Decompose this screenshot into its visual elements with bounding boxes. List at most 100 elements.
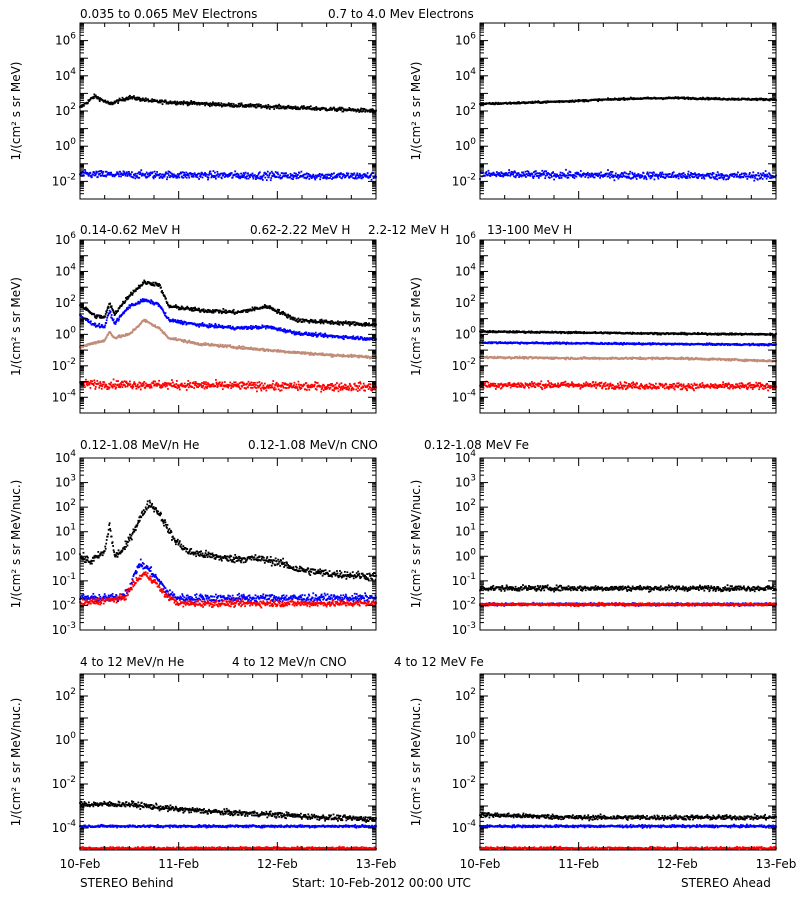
data-point [222, 344, 224, 346]
data-point [762, 178, 764, 180]
data-point [663, 174, 665, 176]
data-point [294, 318, 296, 320]
data-point [753, 180, 755, 182]
data-point [643, 172, 645, 174]
data-point [319, 178, 321, 180]
data-point [330, 175, 332, 177]
data-point [203, 381, 205, 383]
data-point [487, 174, 489, 176]
series-0 [79, 94, 377, 113]
data-point [315, 332, 317, 334]
data-point [205, 342, 207, 344]
data-point [247, 386, 249, 388]
data-point [217, 385, 219, 387]
data-point [165, 298, 167, 300]
data-point [250, 325, 252, 327]
data-point [109, 303, 111, 305]
data-point [649, 172, 651, 174]
data-point [240, 173, 242, 175]
data-point [587, 172, 589, 174]
data-point [625, 173, 627, 175]
data-point [88, 175, 90, 177]
data-point [701, 177, 703, 179]
data-point [615, 173, 617, 175]
data-point [91, 176, 93, 178]
data-point [703, 178, 705, 180]
data-point [248, 381, 250, 383]
data-point [139, 171, 141, 173]
data-point [342, 324, 344, 326]
data-point [629, 173, 631, 175]
data-point [200, 176, 202, 178]
data-point [654, 179, 656, 181]
data-point [131, 388, 133, 390]
data-point [266, 179, 268, 181]
data-point [152, 171, 154, 173]
data-point [187, 173, 189, 175]
data-point [314, 179, 316, 181]
data-point [246, 383, 248, 385]
legend-entry: 0.12-1.08 MeV/n He [80, 438, 199, 452]
data-point [168, 317, 170, 319]
data-point [213, 170, 215, 172]
data-point [538, 177, 540, 179]
data-point [106, 336, 108, 338]
data-point [265, 173, 267, 175]
data-point [167, 302, 169, 304]
data-point [349, 321, 351, 323]
data-point [677, 175, 679, 177]
data-point [132, 386, 134, 388]
data-point [154, 324, 156, 326]
data-point [525, 171, 527, 173]
legend-entry: 0.62-2.22 MeV H [250, 223, 350, 237]
data-point [164, 296, 166, 298]
data-point [289, 315, 291, 317]
data-point [265, 328, 267, 330]
y-tick-label: 100 [455, 137, 476, 153]
series-1 [79, 169, 377, 181]
data-point [101, 388, 103, 390]
data-point [678, 178, 680, 180]
data-point [176, 177, 178, 179]
data-point [143, 384, 145, 386]
data-point [202, 177, 204, 179]
data-point [575, 176, 577, 178]
data-point [354, 321, 356, 323]
data-point [733, 176, 735, 178]
data-point [205, 381, 207, 383]
data-point [159, 173, 161, 175]
data-point [606, 173, 608, 175]
data-point [308, 178, 310, 180]
legend-entry: 0.035 to 0.065 MeV Electrons [80, 7, 257, 21]
data-point [183, 172, 185, 174]
data-point [652, 174, 654, 176]
data-point [268, 176, 270, 178]
y-tick-label: 10-2 [52, 172, 76, 188]
data-point [88, 384, 90, 386]
y-tick-label: 106 [55, 32, 76, 48]
data-point [126, 171, 128, 173]
data-point [758, 175, 760, 177]
data-point [231, 103, 233, 105]
data-point [95, 386, 97, 388]
data-point [158, 380, 160, 382]
data-point [111, 305, 113, 307]
data-point [84, 169, 86, 171]
data-point [746, 178, 748, 180]
data-point [233, 309, 235, 311]
data-point [194, 307, 196, 309]
data-point [612, 171, 614, 173]
data-point [131, 171, 133, 173]
data-point [132, 177, 134, 179]
data-point [126, 381, 128, 383]
data-point [162, 103, 164, 105]
data-point [215, 385, 217, 387]
data-point [741, 173, 743, 175]
data-point [268, 174, 270, 176]
data-point [93, 314, 95, 316]
data-point [152, 282, 154, 284]
data-point [679, 173, 681, 175]
data-point [112, 384, 114, 386]
data-point [119, 334, 121, 336]
